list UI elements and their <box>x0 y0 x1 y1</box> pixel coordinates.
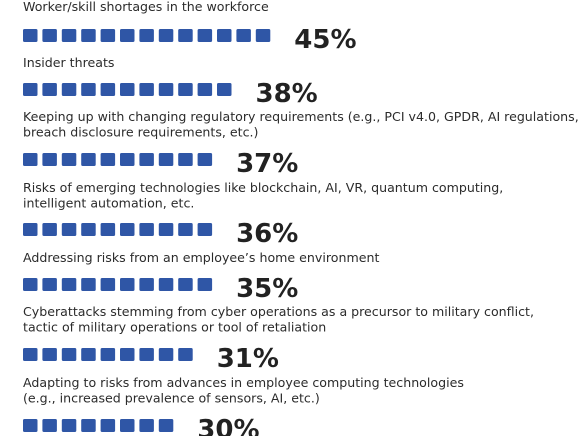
value-block <box>120 223 135 236</box>
value-label: 36% <box>236 219 298 249</box>
value-block <box>81 83 96 96</box>
value-block <box>178 29 193 42</box>
value-block <box>217 83 232 96</box>
value-block <box>139 83 154 96</box>
value-block <box>236 29 251 42</box>
value-block <box>178 83 193 96</box>
chart-item-7: Adapting to risks from advances in emplo… <box>23 375 464 436</box>
value-block <box>100 83 116 96</box>
value-block <box>178 153 193 166</box>
value-block <box>255 29 271 42</box>
value-block <box>23 83 38 96</box>
value-block <box>197 278 213 291</box>
value-block <box>217 29 232 42</box>
chart-item-2: Insider threats 38% <box>23 55 318 109</box>
value-label: 31% <box>217 344 279 374</box>
value-block <box>158 83 174 96</box>
value-block <box>100 419 116 432</box>
value-block <box>23 278 38 291</box>
value-block <box>81 29 96 42</box>
item-label: intelligent automation, etc. <box>23 196 194 211</box>
value-block <box>178 223 193 236</box>
value-block <box>23 223 38 236</box>
item-label: Keeping up with changing regulatory requ… <box>23 109 579 124</box>
value-block <box>81 153 96 166</box>
value-block <box>158 153 174 166</box>
value-block <box>158 419 174 432</box>
item-label: Addressing risks from an employee’s home… <box>23 250 379 265</box>
value-block <box>120 419 135 432</box>
value-block <box>42 153 57 166</box>
item-label: breach disclosure requirements, etc.) <box>23 125 258 140</box>
value-block <box>139 223 154 236</box>
value-block <box>61 278 77 291</box>
value-block <box>61 83 77 96</box>
item-label: Adapting to risks from advances in emplo… <box>23 375 464 390</box>
item-label: Insider threats <box>23 55 114 70</box>
item-label: tactic of military operations or tool of… <box>23 320 326 335</box>
value-block <box>178 348 193 361</box>
value-block <box>139 348 154 361</box>
value-block <box>158 278 174 291</box>
value-block <box>42 419 57 432</box>
value-block <box>61 153 77 166</box>
value-block <box>23 153 38 166</box>
value-block <box>42 83 57 96</box>
value-block <box>23 419 38 432</box>
value-block <box>100 223 116 236</box>
item-label: Cyberattacks stemming from cyber operati… <box>23 304 534 319</box>
value-block <box>23 348 38 361</box>
value-label: 45% <box>294 25 356 55</box>
chart-item-6: Cyberattacks stemming from cyber operati… <box>23 304 534 374</box>
value-block <box>197 29 213 42</box>
value-label: 37% <box>236 149 298 179</box>
value-block <box>139 29 154 42</box>
value-block <box>158 348 174 361</box>
value-block <box>81 348 96 361</box>
value-block <box>100 29 116 42</box>
value-block <box>61 348 77 361</box>
value-block <box>81 223 96 236</box>
chart-item-4: Risks of emerging technologies like bloc… <box>23 180 503 249</box>
chart-item-5: Addressing risks from an employee’s home… <box>23 250 379 304</box>
value-label: 30% <box>197 415 259 436</box>
value-block <box>120 83 135 96</box>
value-block <box>158 223 174 236</box>
value-block <box>100 348 116 361</box>
value-block <box>197 153 213 166</box>
value-block <box>61 223 77 236</box>
value-block <box>100 153 116 166</box>
chart-item-3: Keeping up with changing regulatory requ… <box>23 109 579 179</box>
chart-item-1: Worker/skill shortages in the workforce 4… <box>23 0 357 55</box>
value-block <box>61 419 77 432</box>
item-label: Risks of emerging technologies like bloc… <box>23 180 503 195</box>
item-label: (e.g., increased prevalence of sensors, … <box>23 391 320 406</box>
value-block <box>42 278 57 291</box>
item-label: Worker/skill shortages in the workforce <box>23 0 269 14</box>
value-block <box>120 153 135 166</box>
value-block <box>197 83 213 96</box>
value-label: 38% <box>256 79 318 109</box>
value-block <box>139 419 154 432</box>
value-block <box>42 29 57 42</box>
value-block <box>42 348 57 361</box>
value-block <box>139 153 154 166</box>
value-block <box>120 348 135 361</box>
value-block <box>23 29 38 42</box>
value-block <box>81 419 96 432</box>
value-block <box>42 223 57 236</box>
value-block <box>120 29 135 42</box>
value-block <box>197 223 213 236</box>
value-block <box>61 29 77 42</box>
value-label: 35% <box>236 274 298 304</box>
value-block <box>139 278 154 291</box>
value-block <box>100 278 116 291</box>
value-block <box>81 278 96 291</box>
value-block <box>178 278 193 291</box>
value-block <box>158 29 174 42</box>
value-block <box>120 278 135 291</box>
